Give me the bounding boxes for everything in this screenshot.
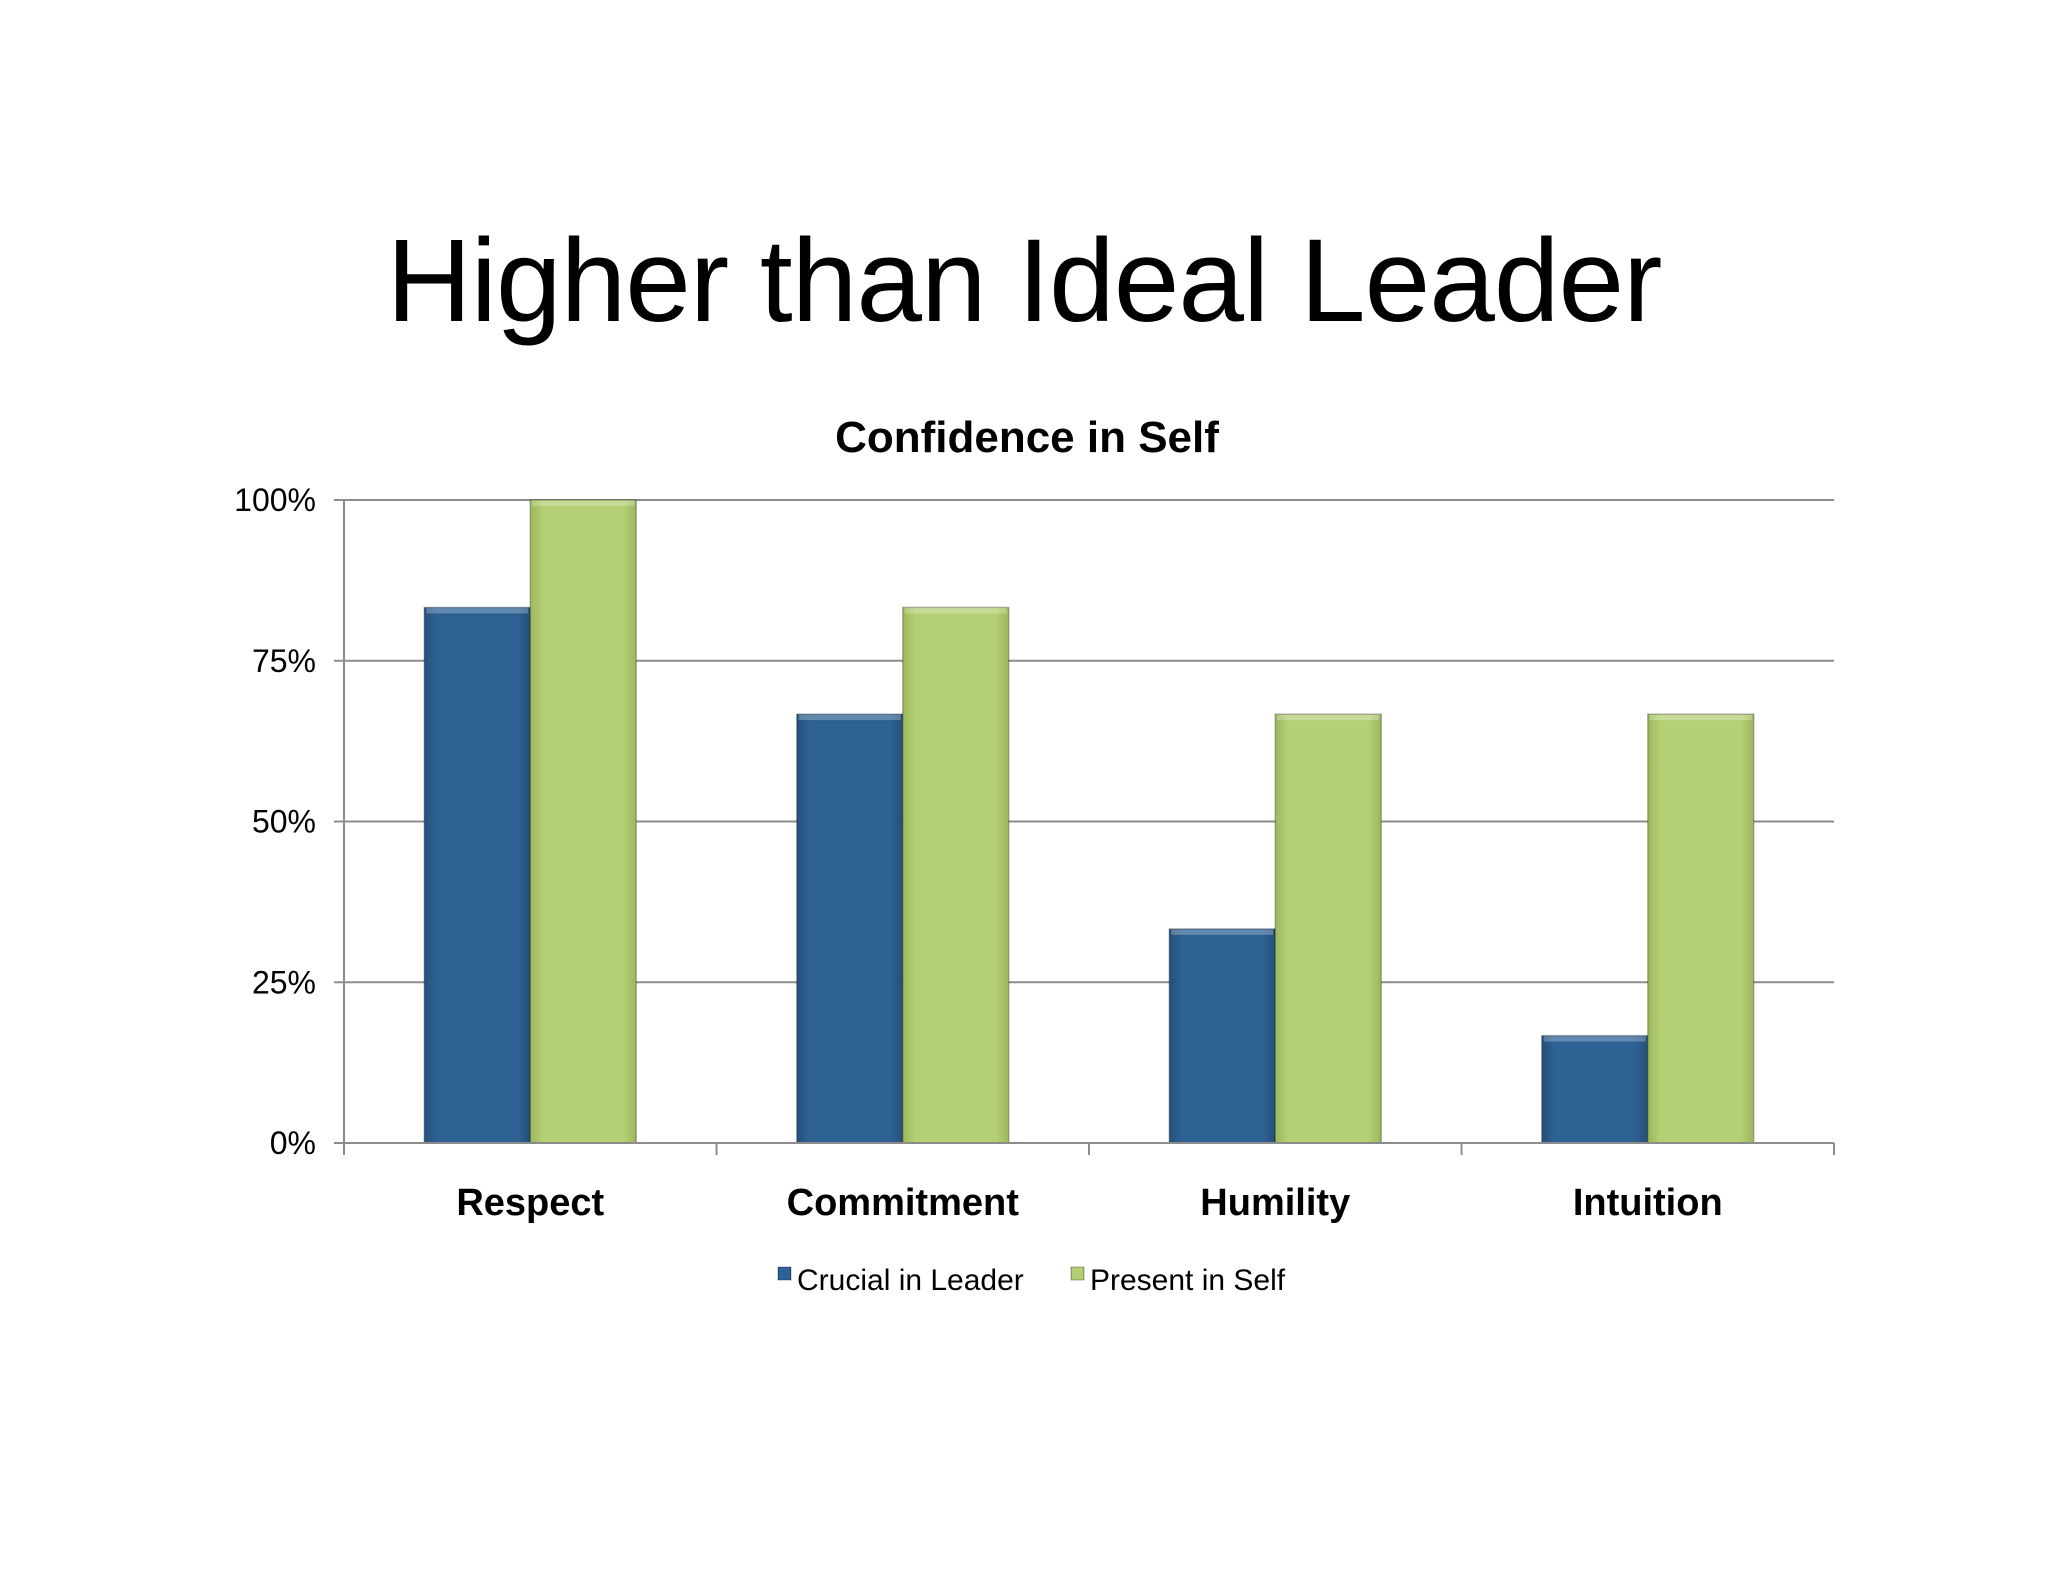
chart-title: Confidence in Self bbox=[835, 413, 1219, 462]
y-tick-label: 75% bbox=[252, 643, 316, 679]
bar bbox=[1275, 714, 1382, 1143]
x-category-label: Respect bbox=[456, 1182, 604, 1224]
bar-bevel bbox=[1543, 1035, 1646, 1042]
legend-label: Crucial in Leader bbox=[797, 1264, 1024, 1297]
bar-commitment-crucial bbox=[796, 713, 904, 1144]
legend-label: Present in Self bbox=[1090, 1264, 1286, 1297]
legend-item: Crucial in Leader bbox=[777, 1264, 1024, 1297]
bar bbox=[796, 714, 903, 1143]
y-tick-label: 50% bbox=[252, 804, 316, 840]
bar-intuition-crucial bbox=[1541, 1034, 1649, 1144]
bar bbox=[530, 500, 637, 1143]
bar-bevel bbox=[532, 500, 635, 506]
legend-item: Present in Self bbox=[1070, 1264, 1286, 1297]
bar-bevel bbox=[1171, 928, 1274, 935]
bar-intuition-present bbox=[1647, 713, 1755, 1144]
x-category-label: Intuition bbox=[1573, 1182, 1723, 1224]
bar bbox=[1541, 1035, 1648, 1143]
bar-respect-present bbox=[529, 499, 637, 1144]
x-category-label: Humility bbox=[1200, 1182, 1350, 1224]
legend-swatch bbox=[777, 1266, 792, 1281]
slide-title: Higher than Ideal Leader bbox=[386, 215, 1663, 347]
legend-swatch bbox=[1070, 1266, 1085, 1281]
y-tick-label: 25% bbox=[252, 964, 316, 1000]
x-category-label: Commitment bbox=[787, 1182, 1020, 1224]
y-tick-label: 0% bbox=[270, 1125, 316, 1161]
bar-commitment-present bbox=[902, 606, 1010, 1144]
bar-bevel bbox=[904, 607, 1007, 614]
bar bbox=[424, 607, 531, 1143]
y-axis-ticks: 0% 25% 50% 75% 100% bbox=[234, 482, 344, 1161]
bar-humility-crucial bbox=[1168, 928, 1276, 1144]
bar-bevel bbox=[1649, 714, 1752, 721]
bar-respect-crucial bbox=[423, 606, 531, 1144]
legend: Crucial in Leader Present in Self bbox=[777, 1264, 1286, 1297]
bar-humility-present bbox=[1274, 713, 1382, 1144]
bar bbox=[1647, 714, 1754, 1143]
bar-bevel bbox=[426, 607, 529, 614]
bar-bevel bbox=[798, 714, 901, 721]
bar bbox=[1169, 928, 1276, 1143]
bars bbox=[423, 499, 1755, 1144]
x-axis-categories: Respect Commitment Humility Intuition bbox=[456, 1182, 1722, 1224]
y-tick-label: 100% bbox=[234, 482, 316, 518]
bar bbox=[902, 607, 1009, 1143]
bar-bevel bbox=[1277, 714, 1380, 721]
